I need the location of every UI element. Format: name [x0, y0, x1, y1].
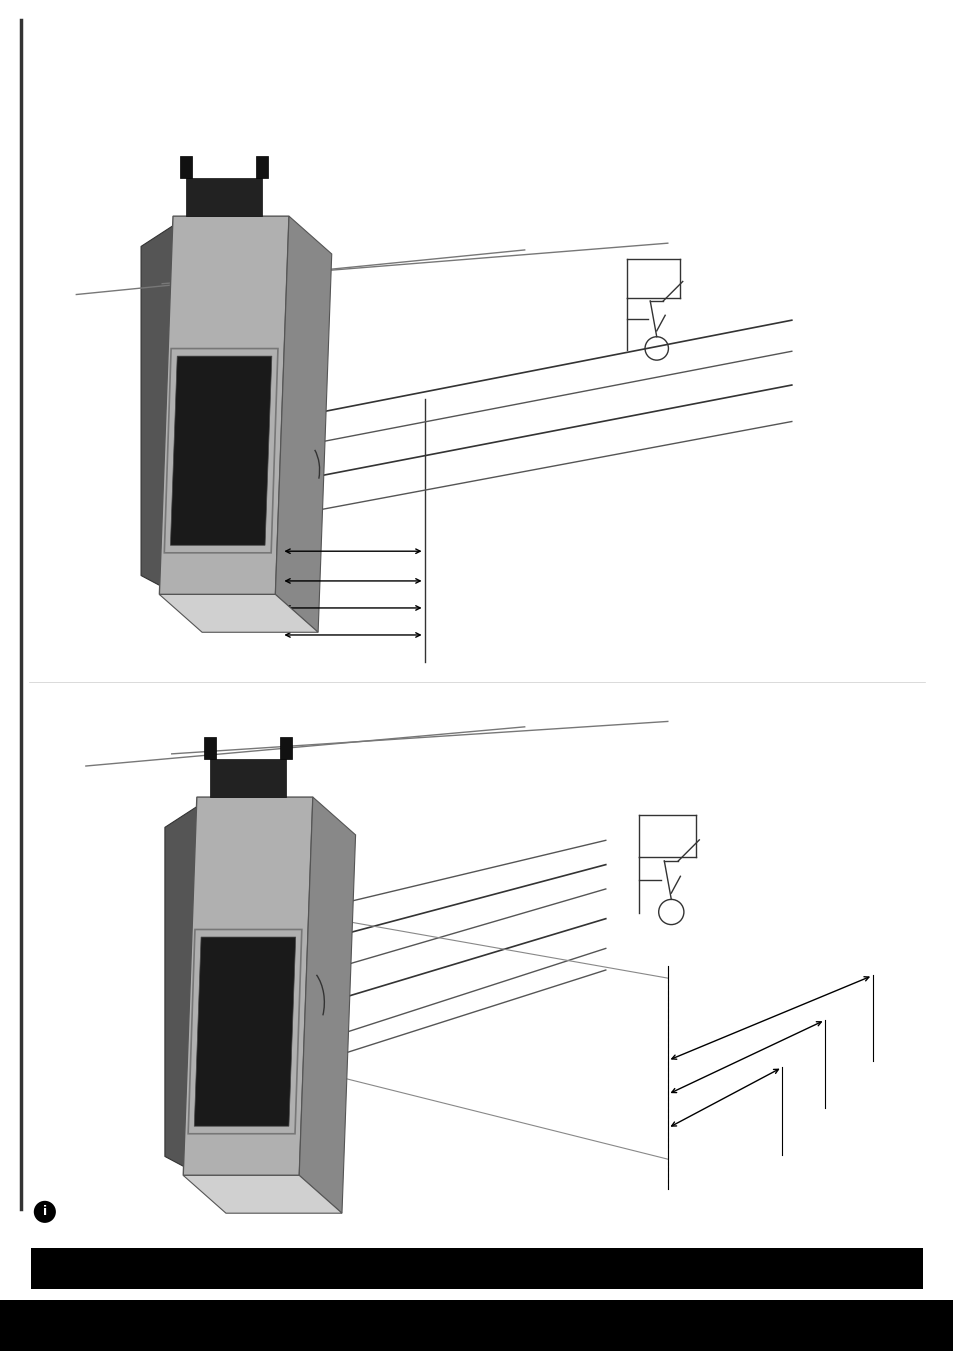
Polygon shape: [186, 178, 262, 216]
Polygon shape: [159, 594, 317, 632]
Polygon shape: [183, 1175, 341, 1213]
Polygon shape: [275, 216, 332, 632]
Polygon shape: [180, 155, 192, 178]
Polygon shape: [171, 357, 272, 546]
Polygon shape: [256, 155, 268, 178]
Polygon shape: [204, 736, 215, 759]
Polygon shape: [141, 224, 176, 586]
Bar: [31, 1248, 922, 1289]
Text: i: i: [43, 1205, 47, 1219]
Polygon shape: [210, 759, 286, 797]
Polygon shape: [280, 736, 292, 759]
Polygon shape: [183, 797, 313, 1175]
Polygon shape: [159, 216, 289, 594]
Bar: [0, 1300, 953, 1351]
Circle shape: [35, 1202, 54, 1221]
Polygon shape: [194, 938, 295, 1127]
Polygon shape: [299, 797, 355, 1213]
Polygon shape: [165, 805, 200, 1167]
